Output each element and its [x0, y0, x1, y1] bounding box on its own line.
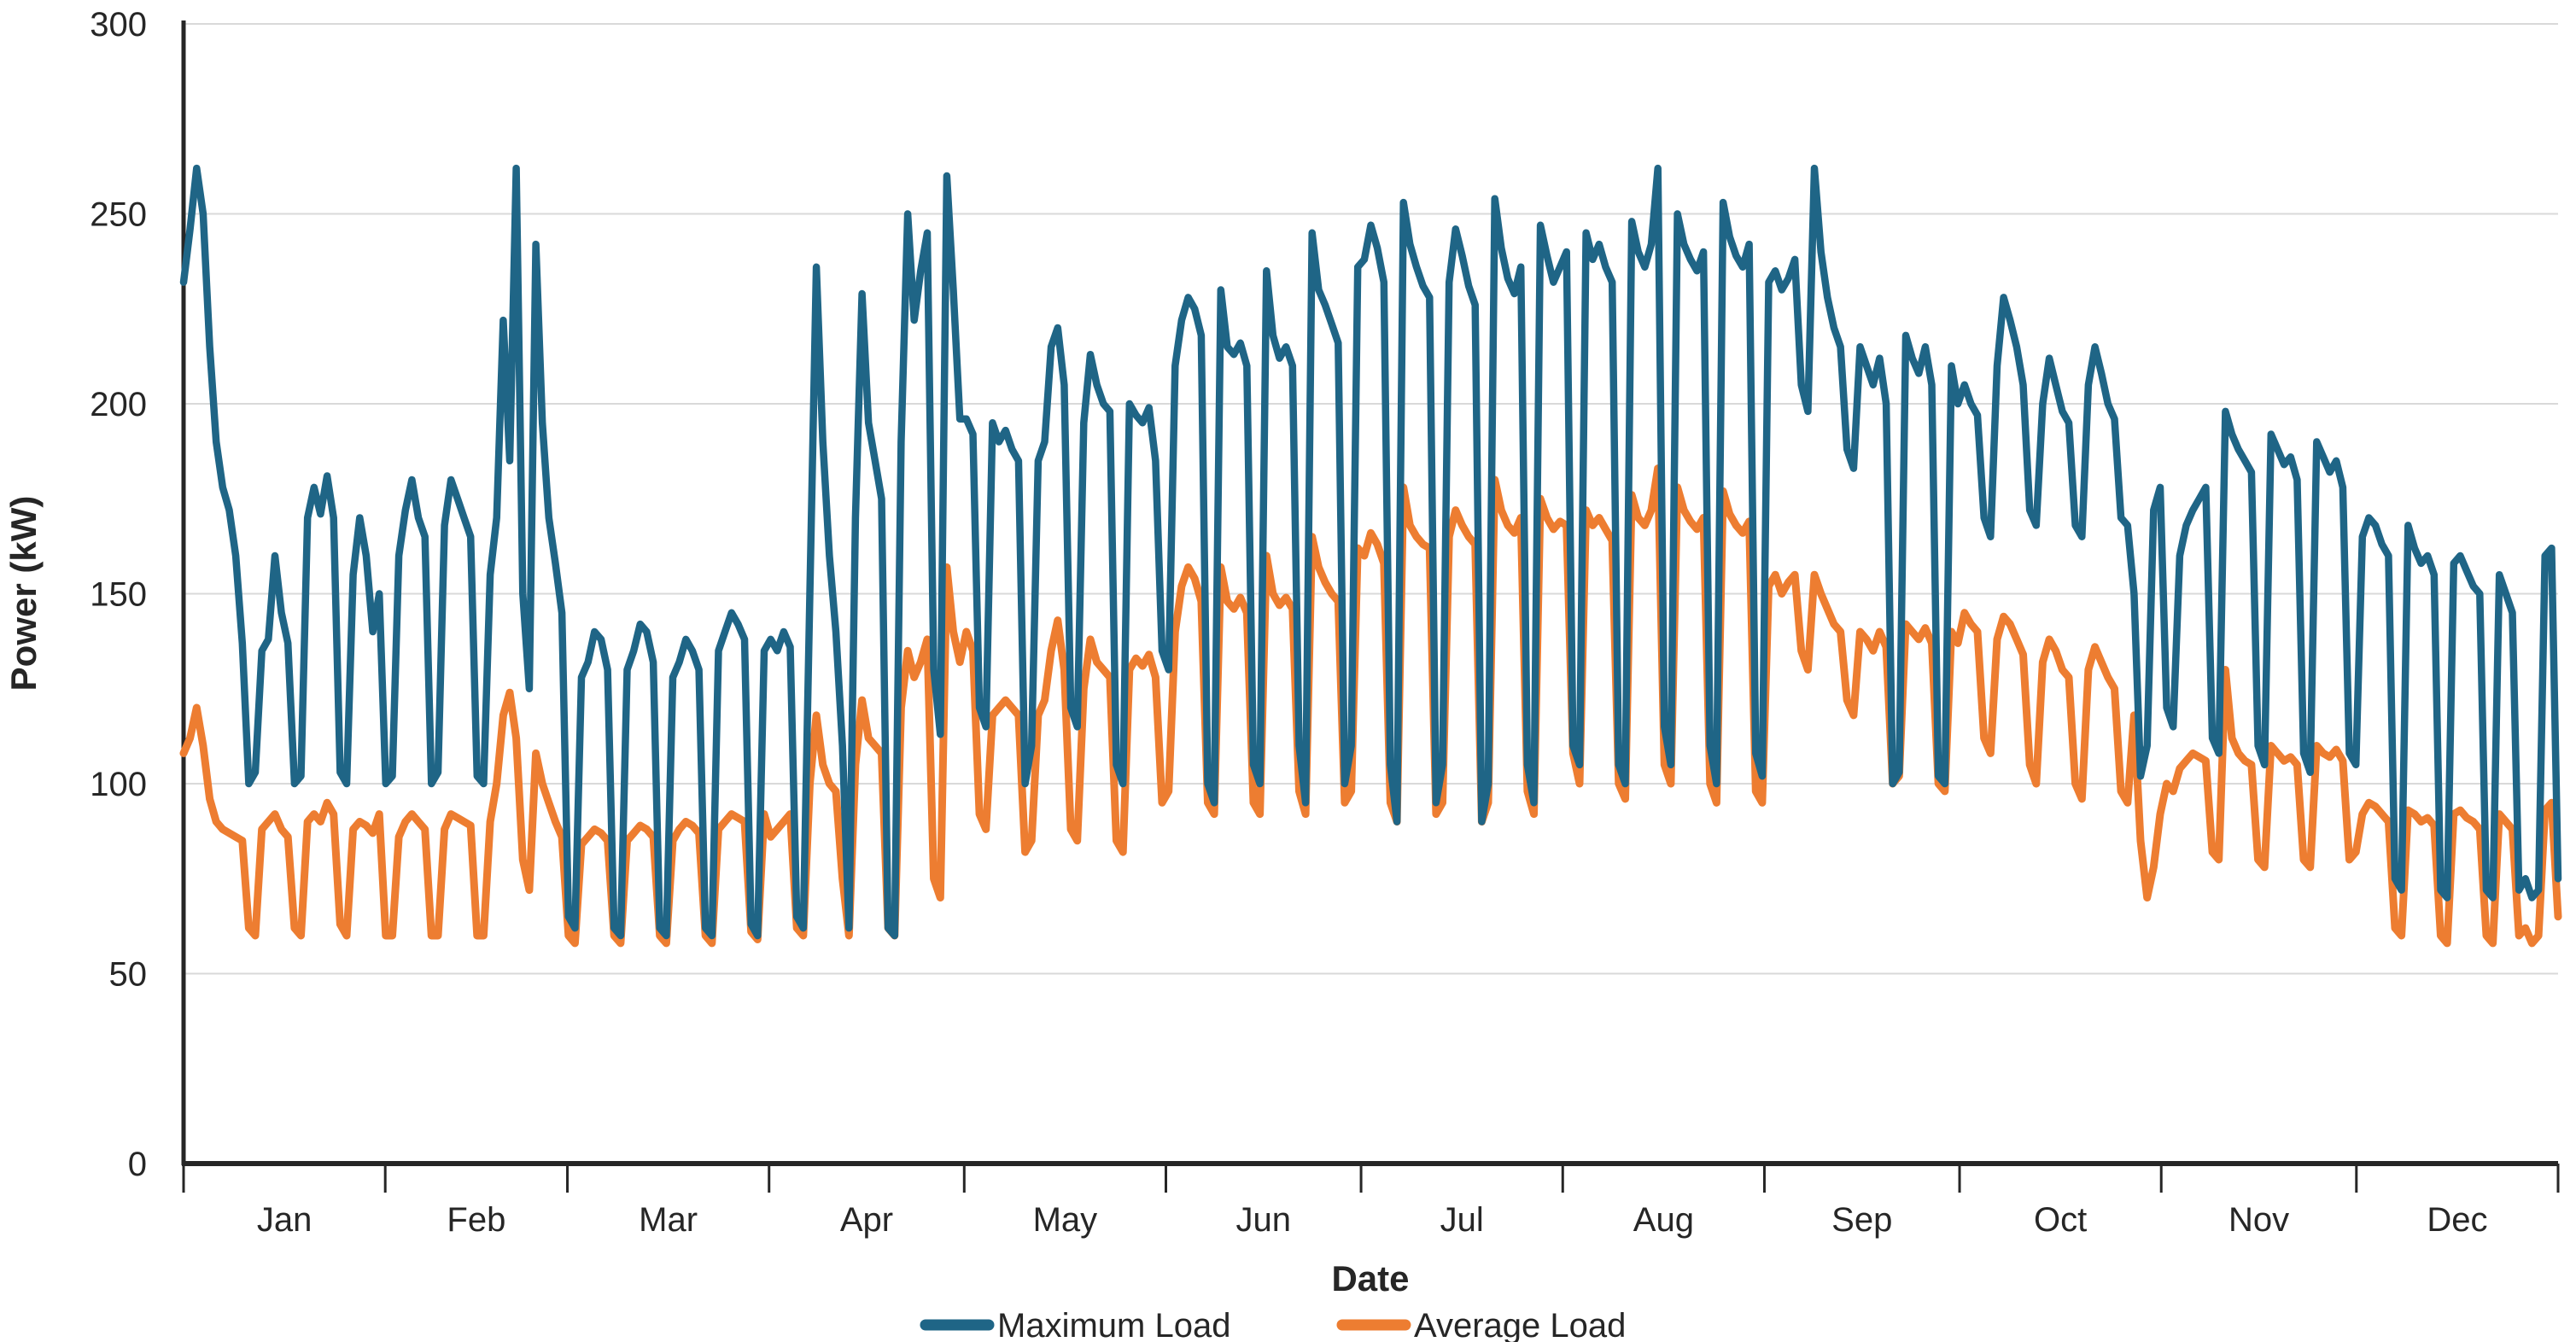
- x-tick-label: Feb: [447, 1201, 505, 1239]
- y-tick-label: 300: [90, 6, 147, 44]
- x-tick-marks-group: [182, 1164, 2560, 1193]
- y-tick-label: 0: [128, 1146, 147, 1183]
- series-lines-group: [179, 164, 2562, 948]
- legend-label-average-load: Average Load: [1414, 1307, 1626, 1342]
- x-axis-title: Date: [1331, 1258, 1409, 1298]
- y-axis-title: Power (kW): [3, 496, 44, 691]
- x-tick-label: Jan: [257, 1201, 313, 1239]
- maximum-load-series-line: [179, 164, 2562, 940]
- x-tick-label: Mar: [639, 1201, 698, 1239]
- legend: Maximum Load Average Load: [920, 1307, 1626, 1342]
- x-tick-label: Apr: [840, 1201, 893, 1239]
- y-tick-label: 200: [90, 386, 147, 423]
- x-tick-label: Sep: [1831, 1201, 1892, 1239]
- x-tick-label: Dec: [2427, 1201, 2487, 1239]
- y-tick-label: 50: [109, 956, 148, 994]
- y-tick-labels-group: 0 50 100 150 200 250 300: [90, 6, 147, 1183]
- x-tick-label: Nov: [2228, 1201, 2289, 1239]
- y-tick-label: 100: [90, 766, 147, 803]
- x-tick-label: Aug: [1633, 1201, 1694, 1239]
- legend-item-average-load: Average Load: [1336, 1307, 1626, 1342]
- x-tick-label: Jul: [1440, 1201, 1484, 1239]
- x-tick-label: Oct: [2034, 1201, 2087, 1239]
- month-labels-group: Jan Feb Mar Apr May Jun Jul Aug Sep Oct Nov Dec: [257, 1201, 2488, 1239]
- y-tick-label: 150: [90, 576, 147, 614]
- x-tick-label: Jun: [1236, 1201, 1292, 1239]
- legend-label-maximum-load: Maximum Load: [997, 1307, 1230, 1342]
- average-load-series-line: [179, 464, 2562, 948]
- y-tick-label: 250: [90, 196, 147, 234]
- legend-item-maximum-load: Maximum Load: [920, 1307, 1230, 1342]
- x-tick-label: May: [1033, 1201, 1098, 1239]
